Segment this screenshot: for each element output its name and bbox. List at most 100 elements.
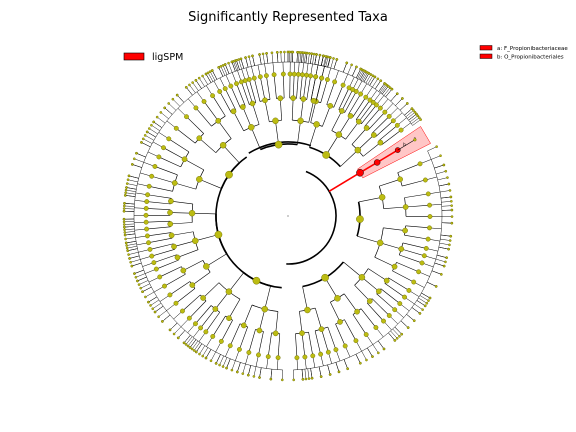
branch-line [361, 104, 377, 124]
branch-line [365, 74, 372, 84]
taxon-node [442, 163, 446, 167]
taxon-node [369, 73, 373, 76]
taxon-node [143, 134, 147, 137]
taxon-node [283, 50, 286, 54]
branch-line [402, 242, 427, 249]
taxon-node [419, 260, 425, 266]
branch-line [230, 85, 241, 109]
branch-line [338, 115, 351, 135]
taxon-node [324, 77, 330, 83]
taxon-node [376, 77, 380, 81]
taxon-node [237, 347, 242, 352]
branch-line [275, 120, 279, 145]
taxon-node [140, 141, 143, 144]
taxon-node [124, 188, 128, 192]
taxon-node [172, 332, 176, 336]
branch-line [379, 179, 401, 187]
branch-line [240, 58, 245, 69]
branch-line [135, 273, 146, 278]
branch-line [137, 276, 147, 282]
branch-line [390, 330, 398, 339]
branch-arc [184, 330, 191, 336]
taxon-node [180, 308, 185, 314]
branch-line [441, 205, 452, 207]
taxon-node [271, 72, 277, 78]
branch-line [150, 299, 160, 306]
branch-line [248, 329, 256, 353]
branch-line [253, 77, 261, 102]
taxon-node [143, 212, 149, 218]
branch-line [196, 343, 203, 353]
taxon-node [425, 301, 429, 305]
branch-line [186, 87, 193, 96]
taxon-node [153, 310, 157, 314]
branch-line [384, 283, 405, 298]
branch-line [151, 175, 175, 184]
branch-line [381, 129, 402, 145]
taxon-node [450, 221, 454, 225]
branch-arc [378, 332, 389, 342]
taxon-node [386, 113, 392, 119]
branch-line [321, 329, 329, 353]
taxon-node [124, 241, 128, 245]
taxon-node [132, 157, 136, 161]
branch-arc [230, 358, 241, 363]
taxon-node [146, 240, 151, 246]
taxon-node [141, 290, 144, 294]
branch-line [375, 120, 394, 138]
branch-line [335, 362, 340, 372]
taxon-node [186, 315, 192, 321]
taxon-node [337, 319, 343, 325]
branch-line [378, 125, 398, 141]
branch-arc [155, 127, 163, 138]
branch-line [271, 52, 274, 63]
branch-arc [210, 349, 221, 355]
taxon-node [265, 52, 268, 55]
branch-line [426, 281, 437, 287]
taxon-node [240, 104, 246, 110]
taxon-node [445, 256, 448, 260]
branch-line [308, 332, 314, 356]
branch-line [368, 268, 387, 281]
branch-line [291, 98, 294, 121]
taxon-node [247, 55, 251, 59]
branch-line [324, 56, 327, 67]
taxon-node [301, 377, 305, 381]
branch-line [315, 77, 323, 102]
branch-line [399, 254, 423, 264]
branch-line [273, 74, 277, 99]
taxon-node [137, 283, 141, 286]
branch-arc [201, 82, 212, 89]
branch-arc [436, 247, 440, 256]
taxon-node [221, 365, 225, 368]
branch-line [183, 260, 203, 271]
branch-arc [388, 326, 395, 333]
branch-line [124, 205, 135, 207]
branch-line [138, 280, 149, 285]
taxon-node [269, 377, 273, 381]
taxon-node [335, 58, 339, 61]
taxon-node [425, 191, 431, 197]
branch-line [222, 65, 228, 75]
taxon-node [423, 245, 429, 251]
branch-line [163, 147, 185, 160]
branch-line [320, 79, 328, 103]
branch-arc [138, 167, 143, 179]
taxon-node [252, 375, 256, 378]
branch-line [362, 72, 368, 82]
branch-line [236, 60, 240, 70]
taxon-node [139, 286, 143, 290]
branch-line [404, 234, 429, 240]
taxon-node [304, 377, 308, 381]
taxon-node [358, 361, 362, 365]
branch-arc [239, 68, 244, 71]
branch-line [127, 183, 138, 186]
branch-line [231, 360, 236, 371]
taxon-node [171, 180, 178, 186]
branch-line [357, 235, 381, 244]
branch-line [310, 101, 317, 123]
branch-line [260, 76, 266, 101]
branch-line [440, 190, 451, 193]
branch-line [322, 105, 331, 127]
taxon-node [143, 206, 149, 211]
